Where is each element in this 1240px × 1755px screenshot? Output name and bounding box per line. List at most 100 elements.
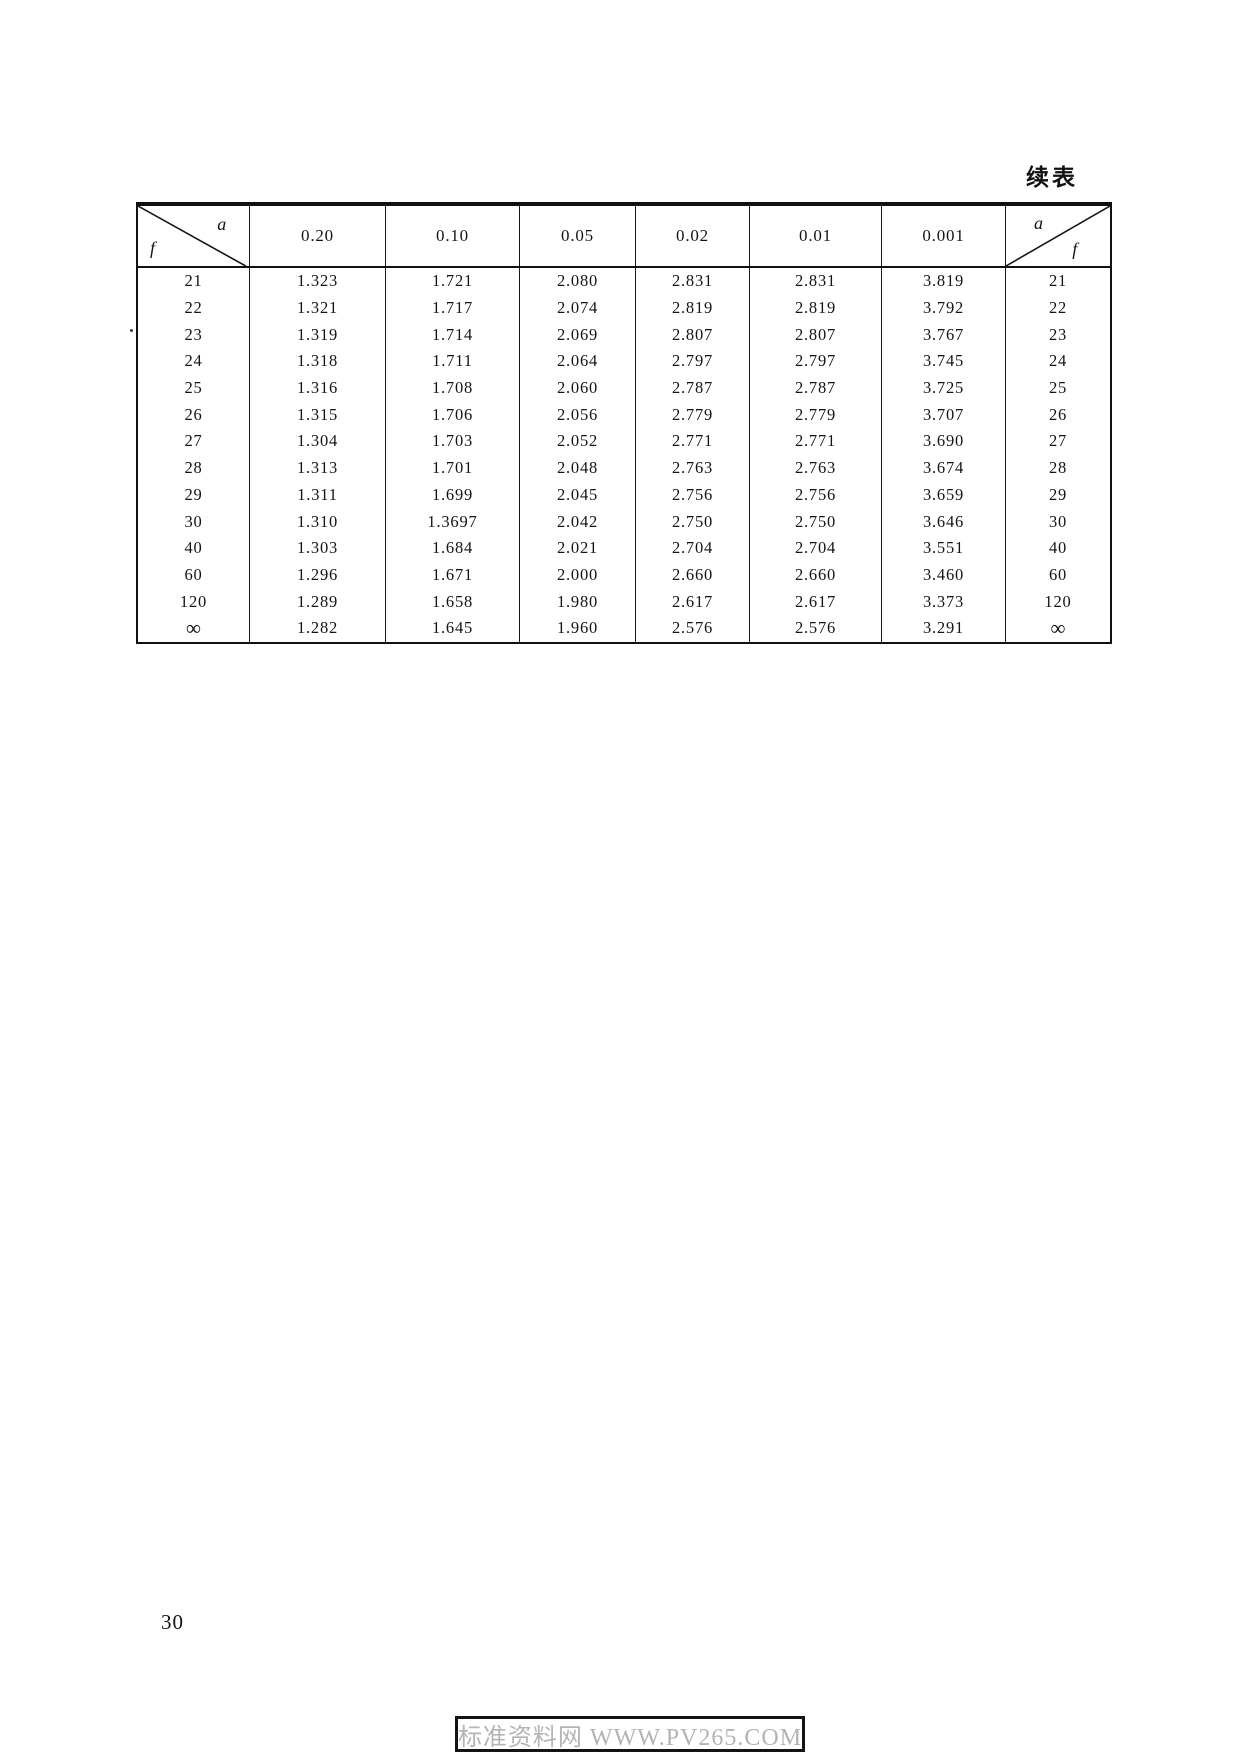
table-value-cell: 1.658 bbox=[386, 588, 520, 615]
header-corner-cell-left: a f bbox=[138, 206, 250, 268]
table-value-cell: 2.617 bbox=[636, 588, 750, 615]
corner-f-label: f bbox=[1072, 239, 1078, 259]
table-value-cell: 2.042 bbox=[520, 508, 636, 535]
table-value-cell: 2.704 bbox=[750, 534, 882, 562]
table-value-cell: 2.750 bbox=[636, 508, 750, 535]
table-value-cell: 3.819 bbox=[882, 268, 1006, 295]
table-value-cell: 2.052 bbox=[520, 428, 636, 455]
table-value-cell: 3.291 bbox=[882, 614, 1006, 642]
table-value-cell: 2.045 bbox=[520, 481, 636, 509]
table-value-cell: 1.311 bbox=[250, 481, 386, 509]
table-value-cell: 2.819 bbox=[636, 294, 750, 322]
header-corner-cell-right: a f bbox=[1006, 206, 1110, 268]
table-value-cell: 1.313 bbox=[250, 454, 386, 482]
table-value-cell: 1.701 bbox=[386, 454, 520, 482]
table-value-cell: 2.660 bbox=[750, 561, 882, 589]
f-value-cell: 60 bbox=[138, 561, 250, 589]
table-value-cell: 1.684 bbox=[386, 534, 520, 562]
f-value-cell: 120 bbox=[138, 588, 250, 615]
f-value-cell: 28 bbox=[1048, 458, 1068, 478]
column-header: 0.10 bbox=[386, 206, 520, 268]
table-value-cell: 1.282 bbox=[250, 614, 386, 642]
table-value-cell: 3.745 bbox=[882, 348, 1006, 375]
table-value-cell: 2.807 bbox=[750, 321, 882, 349]
table-value-cell: 1.699 bbox=[386, 481, 520, 509]
table-value-cell: 1.3697 bbox=[386, 508, 520, 535]
f-value-cell: 30 bbox=[1048, 511, 1068, 531]
table-value-cell: 2.831 bbox=[636, 268, 750, 295]
table-value-cell: 2.576 bbox=[750, 614, 882, 642]
table-value-cell: 1.321 bbox=[250, 294, 386, 322]
table-value-cell: 2.704 bbox=[636, 534, 750, 562]
table-value-cell: 2.771 bbox=[750, 428, 882, 455]
table-value-cell: 2.807 bbox=[636, 321, 750, 349]
table-value-cell: 2.763 bbox=[636, 454, 750, 482]
f-value-cell: 30 bbox=[138, 508, 250, 535]
corner-f-label: f bbox=[150, 238, 156, 258]
f-value-cell: 22 bbox=[138, 294, 250, 322]
table-value-cell: 2.831 bbox=[750, 268, 882, 295]
f-value-cell: 24 bbox=[138, 348, 250, 375]
f-value-cell: 25 bbox=[1048, 378, 1068, 398]
table-value-cell: 2.756 bbox=[750, 481, 882, 509]
f-value-cell: 21 bbox=[1048, 271, 1068, 291]
table-value-cell: 2.763 bbox=[750, 454, 882, 482]
f-value-cell: 29 bbox=[1048, 484, 1068, 504]
table-value-cell: 2.056 bbox=[520, 401, 636, 429]
diagonal-line bbox=[1006, 206, 1110, 266]
f-value-cell: 26 bbox=[1048, 404, 1068, 424]
table-value-cell: 2.787 bbox=[750, 374, 882, 402]
table-value-cell: 2.080 bbox=[520, 268, 636, 295]
table-value-cell: 3.725 bbox=[882, 374, 1006, 402]
table-value-cell: 3.551 bbox=[882, 534, 1006, 562]
table-value-cell: 2.660 bbox=[636, 561, 750, 589]
table-value-cell: 3.460 bbox=[882, 561, 1006, 589]
f-value-cell: 26 bbox=[138, 401, 250, 429]
f-value-cell: 120 bbox=[1044, 591, 1072, 611]
scan-speck bbox=[130, 329, 133, 332]
table-value-cell: 2.069 bbox=[520, 321, 636, 349]
table-value-cell: 3.690 bbox=[882, 428, 1006, 455]
table-value-cell: 2.617 bbox=[750, 588, 882, 615]
corner-a-label: a bbox=[217, 214, 227, 234]
table-value-cell: 1.323 bbox=[250, 268, 386, 295]
f-value-cell: 27 bbox=[138, 428, 250, 455]
table-value-cell: 3.646 bbox=[882, 508, 1006, 535]
table-value-cell: 2.797 bbox=[636, 348, 750, 375]
diagonal-line bbox=[138, 206, 249, 266]
table-value-cell: 2.074 bbox=[520, 294, 636, 322]
table-value-cell: 3.707 bbox=[882, 401, 1006, 429]
table-value-cell: 2.064 bbox=[520, 348, 636, 375]
f-value-cell: 21 bbox=[138, 268, 250, 295]
table-value-cell: 3.674 bbox=[882, 454, 1006, 482]
table-value-cell: 1.319 bbox=[250, 321, 386, 349]
f-value-cell: 24 bbox=[1048, 351, 1068, 371]
watermark-box: 标准资料网 WWW.PV265.COM bbox=[455, 1716, 805, 1752]
table-value-cell: 1.318 bbox=[250, 348, 386, 375]
table-value-cell: 2.756 bbox=[636, 481, 750, 509]
f-value-cell: 40 bbox=[138, 534, 250, 562]
f-value-cell: 60 bbox=[1048, 564, 1068, 584]
table-value-cell: 2.750 bbox=[750, 508, 882, 535]
f-value-cell: 27 bbox=[1048, 431, 1068, 451]
f-value-cell: 28 bbox=[138, 454, 250, 482]
table-value-cell: 2.060 bbox=[520, 374, 636, 402]
table-value-cell: 2.819 bbox=[750, 294, 882, 322]
table-value-cell: 1.721 bbox=[386, 268, 520, 295]
table-value-cell: 1.671 bbox=[386, 561, 520, 589]
f-value-cell: 22 bbox=[1048, 298, 1068, 318]
column-header: 0.001 bbox=[882, 206, 1006, 268]
column-header: 0.02 bbox=[636, 206, 750, 268]
table-value-cell: 1.714 bbox=[386, 321, 520, 349]
f-value-cell: 40 bbox=[1048, 538, 1068, 558]
f-value-cell: ∞ bbox=[138, 614, 250, 642]
f-value-cell: 29 bbox=[138, 481, 250, 509]
table-value-cell: 2.021 bbox=[520, 534, 636, 562]
table-value-cell: 2.779 bbox=[636, 401, 750, 429]
table-value-cell: 2.048 bbox=[520, 454, 636, 482]
page-number: 30 bbox=[161, 1610, 184, 1634]
table-value-cell: 2.787 bbox=[636, 374, 750, 402]
table-value-cell: 2.779 bbox=[750, 401, 882, 429]
table-value-cell: 1.289 bbox=[250, 588, 386, 615]
table-value-cell: 1.960 bbox=[520, 614, 636, 642]
